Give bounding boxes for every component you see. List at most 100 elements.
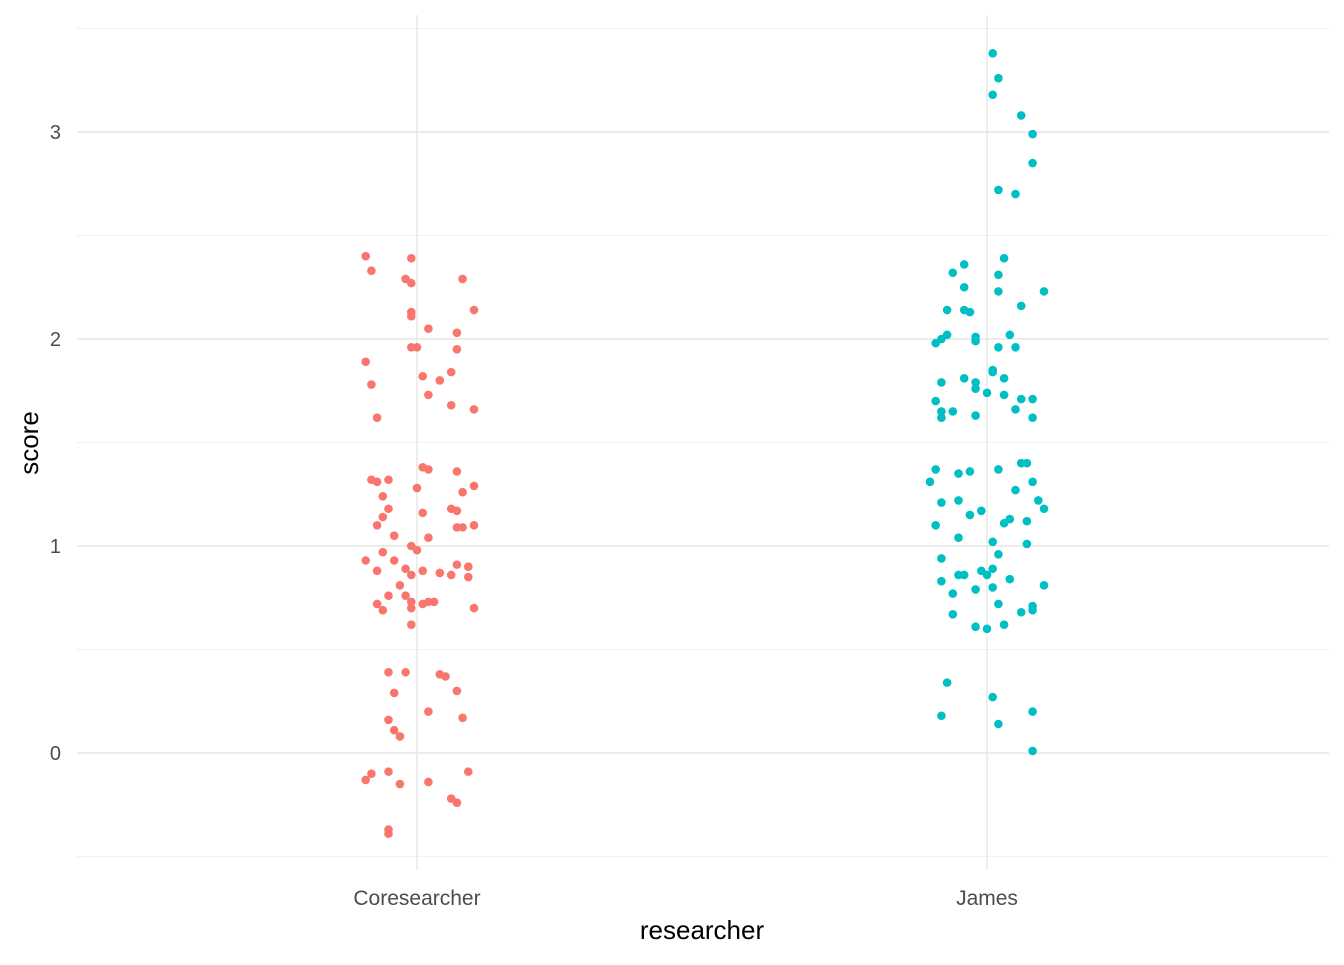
data-point-coresearcher <box>407 570 416 580</box>
data-point-james <box>971 411 980 420</box>
data-point-coresearcher <box>407 620 416 629</box>
data-point-coresearcher <box>372 521 382 530</box>
data-point-coresearcher <box>452 328 462 338</box>
data-point-james <box>937 413 946 422</box>
data-point-coresearcher <box>446 570 456 580</box>
data-point-james <box>931 465 940 474</box>
data-point-james <box>937 407 946 416</box>
data-point-coresearcher <box>361 556 371 565</box>
data-point-coresearcher <box>458 487 467 497</box>
data-point-james <box>931 521 940 530</box>
data-point-james <box>982 570 992 580</box>
data-point-james <box>1011 405 1020 414</box>
data-point-coresearcher <box>378 512 388 522</box>
data-point-james <box>988 537 997 547</box>
data-point-james <box>994 287 1003 296</box>
data-point-coresearcher <box>384 715 393 725</box>
data-point-james <box>948 610 958 619</box>
data-point-coresearcher <box>464 562 473 571</box>
data-point-coresearcher <box>407 253 416 263</box>
data-point-coresearcher <box>389 725 399 735</box>
data-point-james <box>994 73 1003 83</box>
data-point-james <box>954 496 963 505</box>
x-axis-title: researcher <box>640 915 765 945</box>
data-point-james <box>1028 413 1037 422</box>
data-point-coresearcher <box>372 566 382 576</box>
data-point-james <box>1028 746 1037 756</box>
data-point-coresearcher <box>367 769 376 778</box>
data-point-coresearcher <box>418 508 428 518</box>
data-point-james <box>1011 189 1020 199</box>
data-point-james <box>942 678 952 687</box>
data-point-james <box>1028 605 1037 615</box>
y-axis-title: score <box>14 411 44 475</box>
data-point-james <box>982 624 992 634</box>
data-point-james <box>1005 574 1015 584</box>
data-point-james <box>971 622 980 632</box>
data-point-coresearcher <box>458 713 467 723</box>
data-point-james <box>965 467 975 476</box>
data-point-coresearcher <box>424 533 433 543</box>
data-point-james <box>1016 301 1026 311</box>
data-point-coresearcher <box>401 591 410 600</box>
data-point-james <box>959 570 969 580</box>
data-point-coresearcher <box>446 367 456 377</box>
data-point-james <box>994 185 1003 195</box>
data-point-coresearcher <box>401 667 410 677</box>
data-point-coresearcher <box>441 672 450 681</box>
data-point-coresearcher <box>372 477 382 487</box>
data-point-james <box>1016 111 1026 120</box>
data-point-coresearcher <box>429 597 439 607</box>
data-point-james <box>994 599 1003 609</box>
data-point-coresearcher <box>378 547 388 557</box>
data-point-james <box>954 533 963 543</box>
data-point-james <box>1028 394 1037 404</box>
data-point-coresearcher <box>418 371 428 381</box>
data-point-coresearcher <box>469 603 479 613</box>
data-point-coresearcher <box>424 390 433 400</box>
data-point-coresearcher <box>412 545 422 555</box>
data-point-james <box>1028 158 1037 168</box>
data-point-coresearcher <box>361 775 371 785</box>
data-point-coresearcher <box>446 400 456 410</box>
y-axis-ticks: 0 1 2 3 <box>50 122 61 765</box>
data-point-coresearcher <box>389 688 399 698</box>
data-point-coresearcher <box>435 376 445 385</box>
data-point-james <box>1028 707 1037 716</box>
x-tick-label: Coresearcher <box>353 887 480 910</box>
data-point-coresearcher <box>372 413 382 422</box>
data-point-james <box>948 407 958 416</box>
data-point-james <box>937 554 946 563</box>
data-point-coresearcher <box>384 475 393 485</box>
data-point-coresearcher <box>395 779 405 789</box>
data-point-coresearcher <box>418 599 428 609</box>
data-point-coresearcher <box>389 531 399 540</box>
data-point-james <box>988 564 997 574</box>
data-point-james <box>965 510 975 520</box>
data-point-james <box>971 336 980 346</box>
data-point-coresearcher <box>452 506 462 516</box>
y-tick-label: 1 <box>50 536 61 558</box>
data-point-james <box>965 307 975 317</box>
data-point-james <box>999 518 1009 528</box>
data-point-james <box>988 365 997 375</box>
data-point-james <box>971 585 980 594</box>
data-point-james <box>942 305 952 315</box>
data-point-coresearcher <box>384 767 393 776</box>
points <box>361 49 1049 839</box>
data-point-coresearcher <box>401 564 410 574</box>
data-point-james <box>1034 496 1043 505</box>
data-point-coresearcher <box>452 798 462 807</box>
data-point-james <box>1028 477 1037 487</box>
data-point-james <box>982 388 992 398</box>
grid <box>77 15 1329 870</box>
data-point-james <box>1039 581 1049 590</box>
data-point-james <box>999 253 1009 263</box>
data-point-coresearcher <box>361 251 371 261</box>
data-point-coresearcher <box>389 556 399 565</box>
data-point-james <box>999 620 1009 629</box>
data-point-james <box>1011 342 1020 352</box>
data-point-james <box>1011 485 1020 495</box>
data-point-coresearcher <box>372 599 382 609</box>
